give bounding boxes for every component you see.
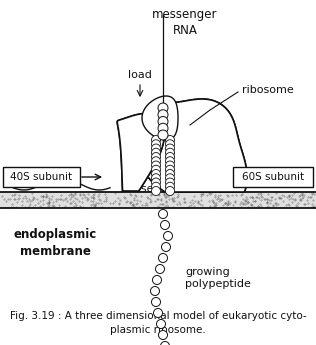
Circle shape (166, 187, 174, 196)
Circle shape (151, 174, 161, 183)
Circle shape (166, 152, 174, 161)
Circle shape (156, 319, 166, 328)
Circle shape (158, 117, 168, 127)
Circle shape (166, 182, 174, 191)
Circle shape (151, 187, 161, 196)
Circle shape (158, 123, 168, 133)
Circle shape (161, 220, 169, 229)
Circle shape (161, 342, 169, 345)
Circle shape (158, 130, 168, 140)
Text: growing
polypeptide: growing polypeptide (185, 267, 251, 289)
Circle shape (151, 161, 161, 170)
Text: base: base (127, 184, 153, 194)
Circle shape (166, 144, 174, 153)
Circle shape (166, 174, 174, 183)
Circle shape (166, 161, 174, 170)
Circle shape (163, 231, 173, 240)
Circle shape (166, 148, 174, 157)
Polygon shape (117, 114, 164, 191)
Text: ribosome: ribosome (242, 85, 294, 95)
Circle shape (159, 331, 167, 339)
Circle shape (166, 140, 174, 149)
Circle shape (161, 243, 171, 252)
Text: 40S subunit: 40S subunit (10, 172, 72, 182)
Polygon shape (136, 99, 247, 192)
Circle shape (166, 178, 174, 187)
Circle shape (159, 254, 167, 263)
Circle shape (158, 110, 168, 120)
Polygon shape (142, 96, 178, 140)
Bar (0, 192, 316, 208)
Polygon shape (136, 99, 247, 192)
Circle shape (153, 276, 161, 285)
Circle shape (151, 144, 161, 153)
Text: plasmic ribosome.: plasmic ribosome. (110, 325, 206, 335)
Circle shape (151, 136, 161, 145)
Text: 60S subunit: 60S subunit (242, 172, 304, 182)
Circle shape (155, 265, 165, 274)
Circle shape (151, 148, 161, 157)
Circle shape (166, 169, 174, 178)
Circle shape (166, 157, 174, 166)
Circle shape (166, 165, 174, 174)
Circle shape (159, 209, 167, 218)
Text: messenger
RNA: messenger RNA (152, 8, 218, 37)
Circle shape (151, 165, 161, 174)
Circle shape (151, 178, 161, 187)
Circle shape (151, 140, 161, 149)
Circle shape (158, 103, 168, 113)
Circle shape (154, 308, 162, 317)
Text: endoplasmic
membrane: endoplasmic membrane (13, 228, 97, 258)
Circle shape (151, 169, 161, 178)
Text: load: load (128, 70, 152, 80)
Circle shape (166, 136, 174, 145)
Circle shape (150, 286, 160, 296)
Circle shape (151, 152, 161, 161)
Circle shape (151, 182, 161, 191)
Polygon shape (117, 114, 164, 191)
Circle shape (151, 297, 161, 306)
FancyBboxPatch shape (233, 167, 313, 187)
FancyBboxPatch shape (3, 167, 80, 187)
Circle shape (151, 157, 161, 166)
Text: Fig. 3.19 : A three dimensional model of eukaryotic cyto-: Fig. 3.19 : A three dimensional model of… (9, 311, 307, 321)
